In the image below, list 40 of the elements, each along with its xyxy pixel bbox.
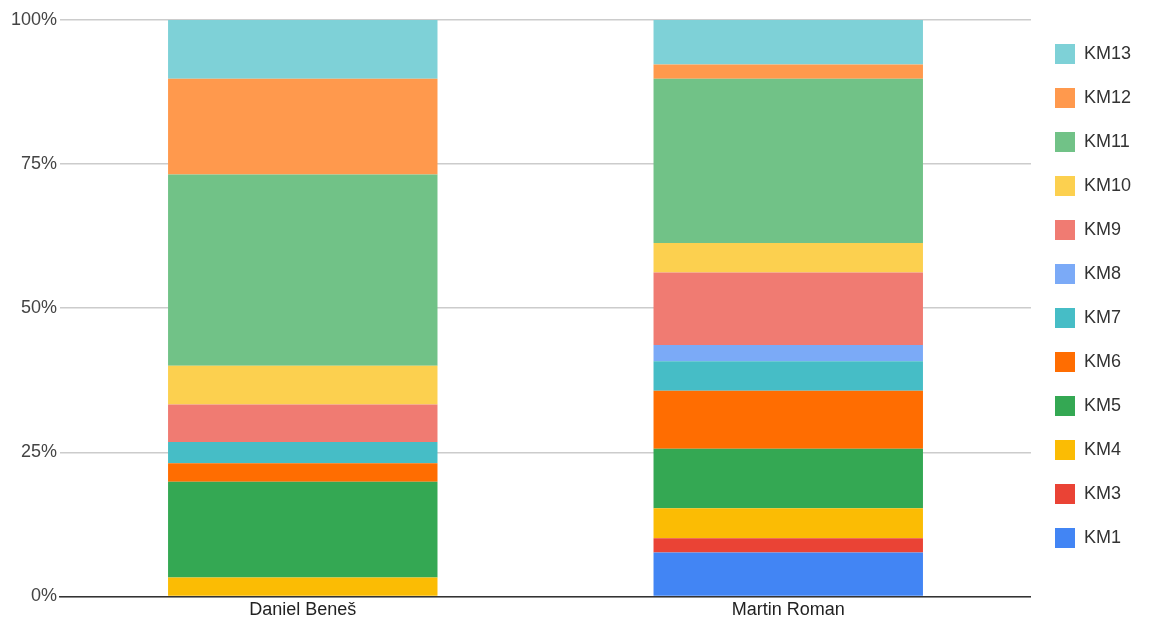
legend-label: KM1 <box>1083 526 1121 547</box>
y-tick-label: 0% <box>31 585 58 606</box>
bar <box>653 538 923 553</box>
legend-label: KM10 <box>1083 174 1132 195</box>
legend-label: KM12 <box>1083 86 1132 107</box>
bar <box>653 552 923 596</box>
bar <box>168 78 438 175</box>
bar <box>653 448 923 509</box>
bar <box>168 20 438 79</box>
x-tick-label: Martin Roman <box>731 599 845 620</box>
bar <box>653 390 923 449</box>
legend-label: KM4 <box>1083 438 1121 459</box>
legend-label: KM6 <box>1083 350 1121 371</box>
bar <box>168 404 438 442</box>
bar <box>168 481 438 578</box>
legend-label: KM11 <box>1083 130 1130 151</box>
bar <box>168 365 438 405</box>
bar <box>653 64 923 79</box>
legend-label: KM7 <box>1083 306 1121 327</box>
bar <box>168 577 438 596</box>
bar <box>653 272 923 346</box>
legend-label: KM13 <box>1083 42 1132 63</box>
bar <box>653 20 923 65</box>
bar <box>653 78 923 244</box>
x-tick-label: Daniel Beneš <box>249 599 357 620</box>
bar <box>168 174 438 366</box>
legend-label: KM8 <box>1083 262 1121 283</box>
bar <box>653 345 923 362</box>
legend-label: KM5 <box>1083 394 1121 415</box>
y-tick-label: 25% <box>21 441 58 462</box>
y-tick-label: 75% <box>21 153 58 174</box>
bar <box>653 361 923 391</box>
bar <box>653 243 923 273</box>
bar <box>653 508 923 539</box>
legend-label: KM3 <box>1083 482 1121 503</box>
bar <box>168 441 438 464</box>
legend-label: KM9 <box>1083 218 1121 239</box>
bar <box>168 463 438 482</box>
y-tick-label: 100% <box>10 8 58 29</box>
y-tick-label: 50% <box>21 297 58 318</box>
